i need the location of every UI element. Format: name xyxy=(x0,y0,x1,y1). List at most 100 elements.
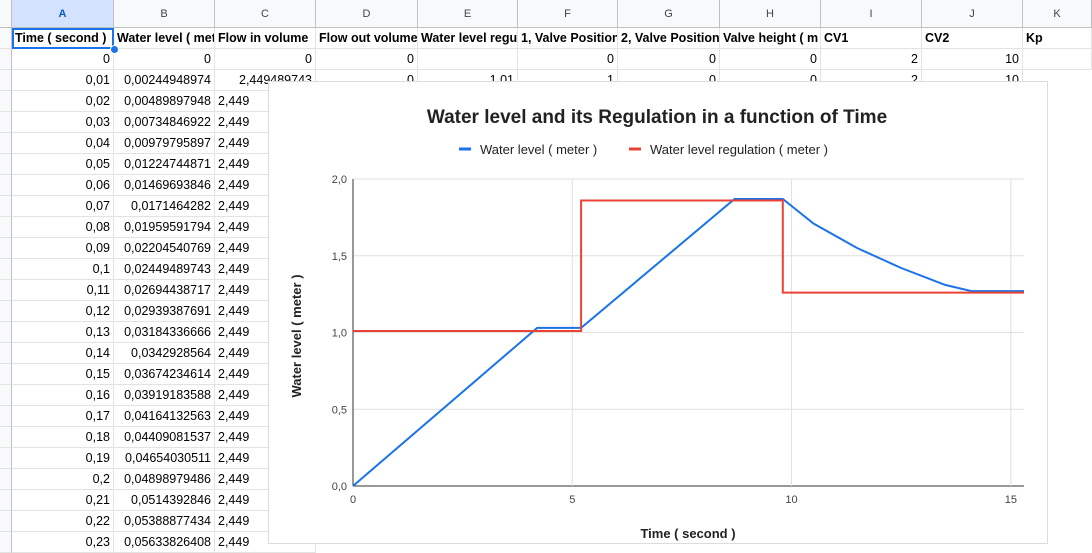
water-level-cell[interactable]: 0,03919183588 xyxy=(114,385,215,406)
time-cell[interactable]: 0,04 xyxy=(12,133,114,154)
row-header[interactable] xyxy=(0,406,12,427)
cell[interactable]: 2 xyxy=(821,49,922,70)
time-cell[interactable]: 0,12 xyxy=(12,301,114,322)
time-cell[interactable]: 0,09 xyxy=(12,238,114,259)
column-header-g[interactable]: G xyxy=(618,0,720,28)
cell[interactable]: 0 xyxy=(316,49,418,70)
column-header-e[interactable]: E xyxy=(418,0,518,28)
column-header-b[interactable]: B xyxy=(114,0,215,28)
water-level-cell[interactable]: 0,01224744871 xyxy=(114,154,215,175)
water-level-cell[interactable]: 0,00489897948 xyxy=(114,91,215,112)
row-header[interactable] xyxy=(0,280,12,301)
water-level-cell[interactable]: 0,0171464282 xyxy=(114,196,215,217)
time-cell[interactable]: 0,19 xyxy=(12,448,114,469)
row-header[interactable] xyxy=(0,490,12,511)
row-header[interactable] xyxy=(0,469,12,490)
water-level-cell[interactable]: 0,03674234614 xyxy=(114,364,215,385)
water-level-cell[interactable]: 0,04654030511 xyxy=(114,448,215,469)
time-cell[interactable]: 0,17 xyxy=(12,406,114,427)
cell[interactable] xyxy=(1023,49,1092,70)
row-header[interactable] xyxy=(0,511,12,532)
header-cell-f[interactable]: 1, Valve Position xyxy=(518,28,618,49)
water-level-cell[interactable]: 0,00734846922 xyxy=(114,112,215,133)
row-header[interactable] xyxy=(0,238,12,259)
column-header-i[interactable]: I xyxy=(821,0,922,28)
line-chart[interactable]: Water level and its Regulation in a func… xyxy=(268,81,1048,544)
water-level-cell[interactable]: 0,05388877434 xyxy=(114,511,215,532)
column-header-c[interactable]: C xyxy=(215,0,316,28)
row-header[interactable] xyxy=(0,364,12,385)
water-level-cell[interactable]: 0,04164132563 xyxy=(114,406,215,427)
header-cell-b[interactable]: Water level ( meter ) xyxy=(114,28,215,49)
row-header[interactable] xyxy=(0,91,12,112)
row-header[interactable] xyxy=(0,427,12,448)
column-header-a[interactable]: A xyxy=(12,0,114,28)
header-cell-i[interactable]: CV1 xyxy=(821,28,922,49)
time-cell[interactable]: 0,22 xyxy=(12,511,114,532)
water-level-cell[interactable]: 0,03184336666 xyxy=(114,322,215,343)
time-cell[interactable]: 0,13 xyxy=(12,322,114,343)
water-level-cell[interactable]: 0,02204540769 xyxy=(114,238,215,259)
select-all-corner[interactable] xyxy=(0,0,12,28)
cell[interactable]: 0 xyxy=(518,49,618,70)
row-header[interactable] xyxy=(0,301,12,322)
row-header[interactable] xyxy=(0,175,12,196)
column-header-h[interactable]: H xyxy=(720,0,821,28)
row-header[interactable] xyxy=(0,448,12,469)
water-level-cell[interactable]: 0,00244948974 xyxy=(114,70,215,91)
time-cell[interactable]: 0,23 xyxy=(12,532,114,553)
column-header-k[interactable]: K xyxy=(1023,0,1092,28)
header-cell-j[interactable]: CV2 xyxy=(922,28,1023,49)
row-header[interactable] xyxy=(0,217,12,238)
time-cell[interactable]: 0,15 xyxy=(12,364,114,385)
header-cell-k[interactable]: Kp xyxy=(1023,28,1092,49)
row-header[interactable] xyxy=(0,196,12,217)
time-cell[interactable]: 0,02 xyxy=(12,91,114,112)
time-cell[interactable]: 0,18 xyxy=(12,427,114,448)
row-header[interactable] xyxy=(0,49,12,70)
time-cell[interactable]: 0,01 xyxy=(12,70,114,91)
time-cell[interactable]: 0,14 xyxy=(12,343,114,364)
row-header[interactable] xyxy=(0,70,12,91)
column-header-d[interactable]: D xyxy=(316,0,418,28)
time-cell[interactable]: 0,03 xyxy=(12,112,114,133)
row-header[interactable] xyxy=(0,133,12,154)
header-cell-h[interactable]: Valve height ( m xyxy=(720,28,821,49)
cell[interactable]: 0 xyxy=(720,49,821,70)
row-header[interactable] xyxy=(0,322,12,343)
header-cell-d[interactable]: Flow out volume xyxy=(316,28,418,49)
column-header-j[interactable]: J xyxy=(922,0,1023,28)
water-level-cell[interactable]: 0,02939387691 xyxy=(114,301,215,322)
water-level-cell[interactable]: 0,05633826408 xyxy=(114,532,215,553)
header-cell-a[interactable]: Time ( second ) xyxy=(12,28,114,49)
water-level-cell[interactable]: 0,04898979486 xyxy=(114,469,215,490)
cell[interactable]: 0 xyxy=(114,49,215,70)
cell[interactable] xyxy=(418,49,518,70)
cell[interactable]: 0 xyxy=(618,49,720,70)
time-cell[interactable]: 0,05 xyxy=(12,154,114,175)
row-header[interactable] xyxy=(0,259,12,280)
header-cell-e[interactable]: Water level regulation xyxy=(418,28,518,49)
header-cell-g[interactable]: 2, Valve Position xyxy=(618,28,720,49)
row-header[interactable] xyxy=(0,154,12,175)
water-level-cell[interactable]: 0,0342928564 xyxy=(114,343,215,364)
row-header[interactable] xyxy=(0,343,12,364)
row-header[interactable] xyxy=(0,28,12,49)
water-level-cell[interactable]: 0,01959591794 xyxy=(114,217,215,238)
time-cell[interactable]: 0,11 xyxy=(12,280,114,301)
water-level-cell[interactable]: 0,01469693846 xyxy=(114,175,215,196)
time-cell[interactable]: 0,2 xyxy=(12,469,114,490)
row-header[interactable] xyxy=(0,112,12,133)
water-level-cell[interactable]: 0,04409081537 xyxy=(114,427,215,448)
water-level-cell[interactable]: 0,00979795897 xyxy=(114,133,215,154)
header-cell-c[interactable]: Flow in volume xyxy=(215,28,316,49)
fill-handle[interactable] xyxy=(110,45,119,54)
time-cell[interactable]: 0,1 xyxy=(12,259,114,280)
cell[interactable]: 0 xyxy=(12,49,114,70)
chart-legend[interactable]: Water level ( meter ) Water level regulat… xyxy=(459,142,828,157)
row-header[interactable] xyxy=(0,532,12,553)
row-header[interactable] xyxy=(0,385,12,406)
time-cell[interactable]: 0,21 xyxy=(12,490,114,511)
time-cell[interactable]: 0,16 xyxy=(12,385,114,406)
